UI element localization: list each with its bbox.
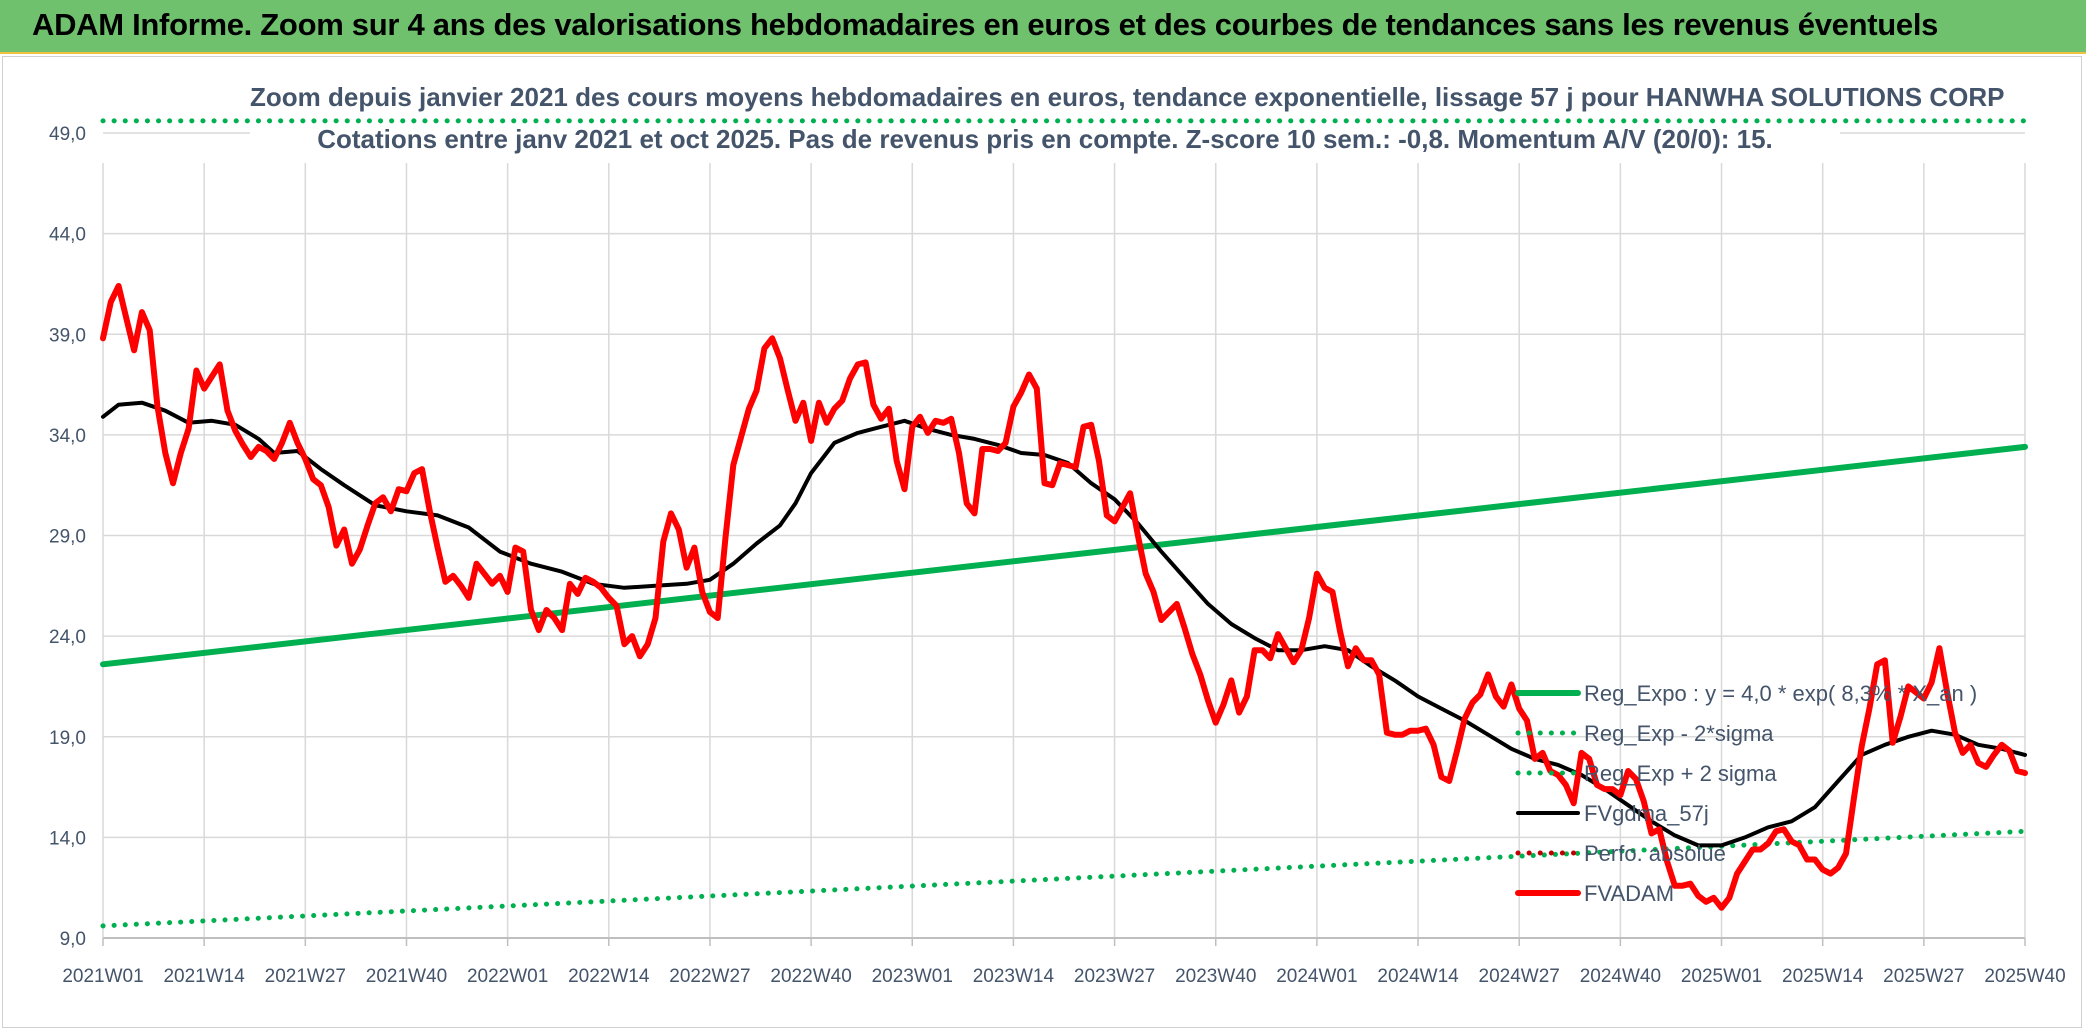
x-tick-label: 2022W01 [467,966,548,987]
chart-title: Zoom depuis janvier 2021 des cours moyen… [250,82,2005,113]
y-tick-label: 49,0 [49,124,86,145]
legend-label: Reg_Expo : y = 4,0 * exp( 8,3% * X_an ) [1584,681,1977,706]
series-line-0 [100,443,2028,668]
series-layer [100,118,2028,929]
legend-label: FVADAM [1584,881,1674,906]
y-tick-label: 9,0 [60,929,86,950]
x-tick-label: 2024W40 [1580,966,1661,987]
x-tick-label: 2022W40 [770,966,851,987]
x-tick-label: 2025W14 [1782,966,1864,987]
x-tick-label: 2021W27 [265,966,346,987]
x-tick-label: 2023W01 [872,966,953,987]
y-tick-label: 14,0 [49,828,86,849]
x-tick-label: 2021W01 [62,966,143,987]
x-tick-label: 2021W14 [163,966,245,987]
report-title: ADAM Informe. Zoom sur 4 ans des valoris… [32,7,1939,42]
y-tick-label: 34,0 [49,426,86,447]
x-tick-label: 2022W27 [669,966,750,987]
legend-label: Reg_Exp + 2 sigma [1584,761,1777,786]
x-tick-label: 2025W01 [1681,966,1762,987]
axis-labels: 9,0 14,0 19,0 24,0 29,0 34,0 39,0 44,0 49,0 2021W… [49,124,2066,987]
y-tick-label: 44,0 [49,225,86,246]
x-tick-label: 2024W01 [1276,966,1357,987]
legend: Reg_Expo : y = 4,0 * exp( 8,3% * X_an ) R… [1515,681,1977,906]
series-line-1 [100,828,2028,929]
legend-label: Reg_Exp - 2*sigma [1584,721,1774,746]
x-tick-label: 2025W40 [1984,966,2065,987]
y-tick-label: 39,0 [49,325,86,346]
x-tick-label: 2021W40 [366,966,447,987]
chart-subtitle: Cotations entre janv 2021 et oct 2025. P… [250,124,1840,155]
x-tick-label: 2023W27 [1074,966,1155,987]
legend-label: Perfo. absolue [1584,841,1726,866]
y-tick-label: 29,0 [49,527,86,548]
y-tick-label: 24,0 [49,627,86,648]
report-header-banner: ADAM Informe. Zoom sur 4 ans des valoris… [0,0,2086,54]
series-line-5 [100,283,2028,911]
y-tick-label: 19,0 [49,728,86,749]
x-tick-label: 2022W14 [568,966,650,987]
x-tick-label: 2023W14 [973,966,1055,987]
x-tick-label: 2024W27 [1479,966,1560,987]
x-tick-label: 2024W14 [1377,966,1459,987]
chart-frame [2,56,2082,1028]
legend-label: FVgdma_57j [1584,801,1709,826]
grid [102,132,2026,946]
series-line-3 [101,400,2027,848]
x-tick-label: 2023W40 [1175,966,1256,987]
x-tick-label: 2025W27 [1883,966,1964,987]
